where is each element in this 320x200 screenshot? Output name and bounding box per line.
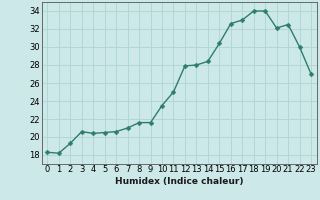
X-axis label: Humidex (Indice chaleur): Humidex (Indice chaleur): [115, 177, 244, 186]
